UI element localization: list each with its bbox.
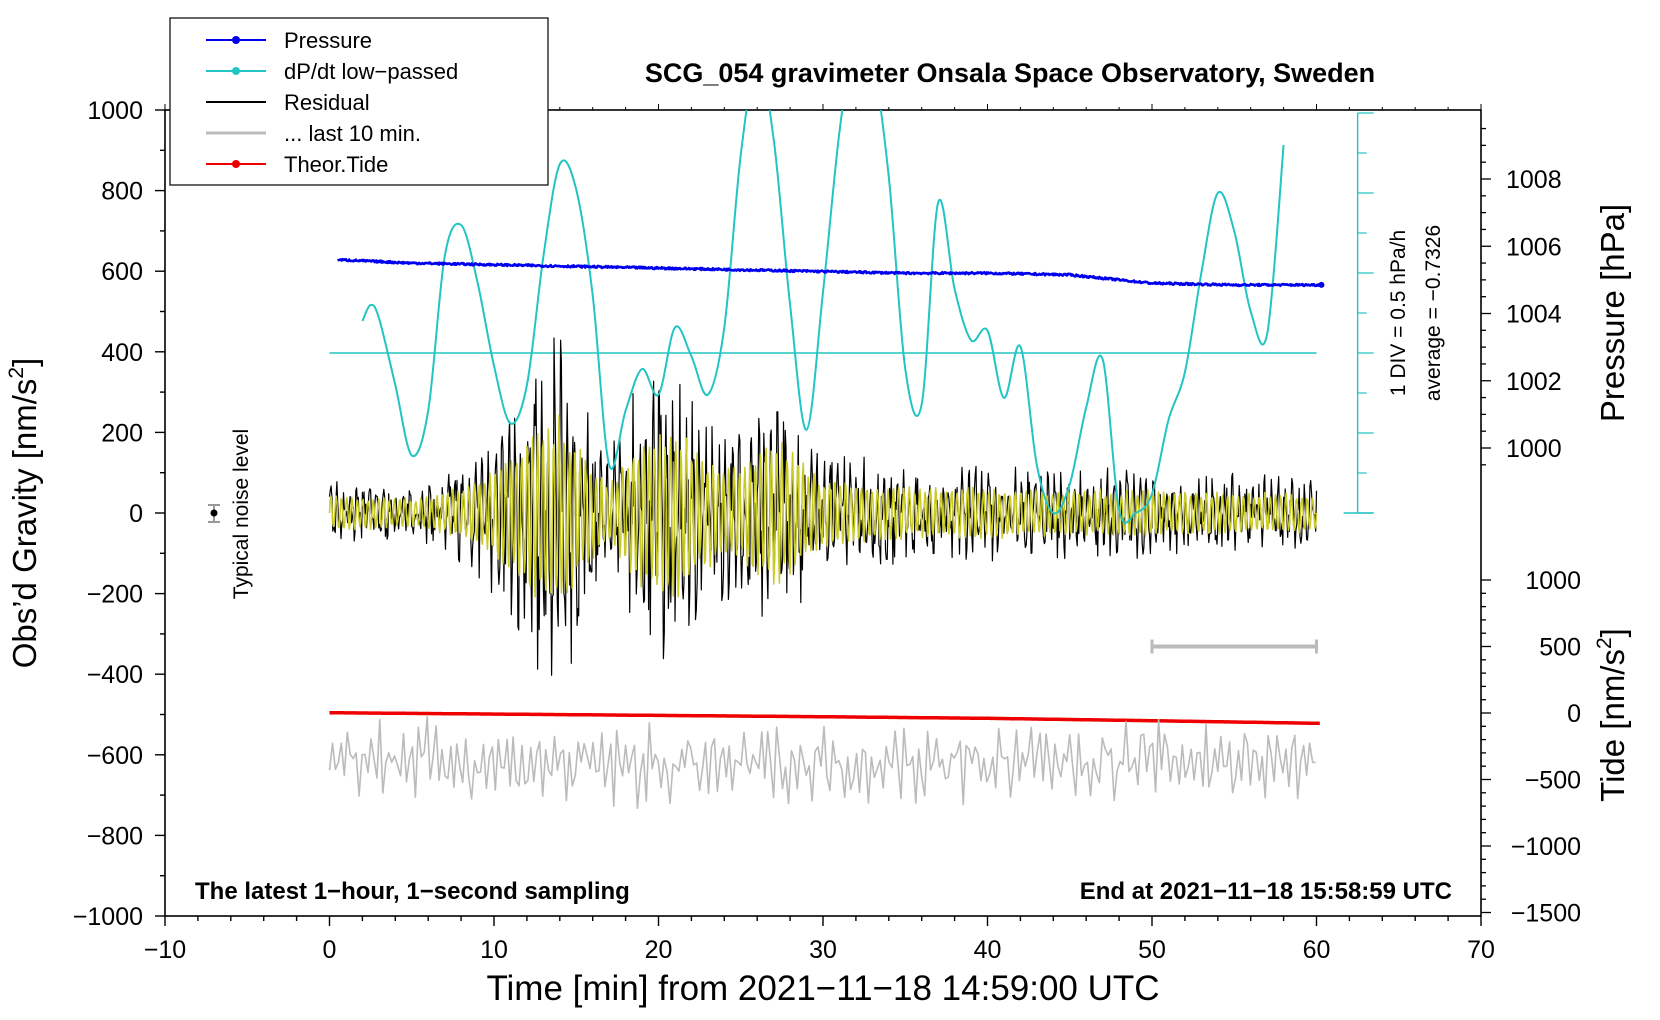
y-axis-label-tide-close: ] <box>1594 628 1631 637</box>
x-tick-label: 50 <box>1138 936 1166 964</box>
y-axis-label-tide: Tide [nm/s2] <box>1593 628 1631 802</box>
pressure-tick-label: 1000 <box>1506 435 1562 463</box>
y-tick-label-left: 600 <box>101 258 143 286</box>
y-axis-tide: 1000 500 0 −500 −1000 −1500 <box>1481 567 1581 928</box>
legend: Pressure dP/dt low−passed Residual ... last… <box>169 17 549 186</box>
last-10-min-line <box>328 715 1316 810</box>
pressure-series <box>336 257 1325 288</box>
y-tick-label-left: 400 <box>101 339 143 367</box>
pressure-line <box>336 257 1323 288</box>
noise-label: Typical noise level <box>230 429 253 599</box>
y-axis-label-tide-sup: 2 <box>1593 637 1616 649</box>
tide-tick-label: −1000 <box>1511 833 1581 861</box>
y-tick-label-left: −200 <box>87 581 143 609</box>
series-layer <box>328 110 1374 810</box>
legend-swatch-dot <box>232 36 240 44</box>
x-tick-label: 70 <box>1467 936 1495 964</box>
x-tick-label: 30 <box>809 936 837 964</box>
div-annotation: 1 DIV = 0.5 hPa/h <box>1387 230 1410 396</box>
y-axis-label-left-sup: 2 <box>5 367 28 379</box>
y-tick-label-left: −600 <box>87 742 143 770</box>
legend-swatch-dot <box>232 67 240 75</box>
pressure-tick-label: 1006 <box>1506 233 1562 261</box>
y-tick-label-left: 200 <box>101 419 143 447</box>
x-tick-label: −10 <box>144 936 186 964</box>
y-axis-left: 1000 800 600 400 200 0 −200 −400 −600 −800 −1000 <box>73 97 165 931</box>
y-tick-label-left: 800 <box>101 178 143 206</box>
noise-level-marker <box>208 504 220 523</box>
dpdt-series <box>361 110 1285 524</box>
pressure-tick-label: 1002 <box>1506 368 1562 396</box>
bottom-left-annotation: The latest 1−hour, 1−second sampling <box>195 878 630 905</box>
filtered-residual-line <box>328 414 1318 598</box>
x-tick-label: 60 <box>1303 936 1331 964</box>
y-axis-pressure: 1008 1006 1004 1002 1000 <box>1481 127 1562 466</box>
x-axis-label: Time [min] from 2021−11−18 14:59:00 UTC <box>486 969 1159 1008</box>
y-axis-label-left-text: Obs’d Gravity [nm/s <box>6 379 43 669</box>
noise-dot <box>210 509 218 517</box>
last-10-min-series <box>328 715 1316 810</box>
x-tick-label: 10 <box>480 936 508 964</box>
y-axis-label-tide-text: Tide [nm/s <box>1594 649 1631 802</box>
dpdt-line <box>361 110 1285 524</box>
legend-label: Residual <box>284 90 370 115</box>
tide-tick-label: 1000 <box>1525 567 1581 595</box>
legend-swatch-dot <box>232 160 240 168</box>
pressure-end-dot <box>1318 281 1325 288</box>
bottom-right-annotation: End at 2021−11−18 15:58:59 UTC <box>1080 878 1452 905</box>
tide-series <box>329 710 1320 726</box>
tide-tick-label: 0 <box>1567 700 1581 728</box>
legend-label: Pressure <box>284 28 372 53</box>
y-tick-label-left: 1000 <box>87 97 143 125</box>
legend-label: dP/dt low−passed <box>284 59 458 84</box>
tide-tick-label: −1500 <box>1511 900 1581 928</box>
x-tick-label: 0 <box>323 936 337 964</box>
tide-tick-label: 500 <box>1539 634 1581 662</box>
scale-bar <box>1150 639 1318 654</box>
y-tick-label-left: 0 <box>129 500 143 528</box>
legend-label: ... last 10 min. <box>284 121 421 146</box>
average-annotation: average = −0.7326 <box>1422 225 1445 401</box>
y-axis-label-pressure: Pressure [hPa] <box>1594 204 1631 422</box>
pressure-tick-label: 1004 <box>1506 301 1562 329</box>
x-tick-label: 20 <box>645 936 673 964</box>
chart-title: SCG_054 gravimeter Onsala Space Observat… <box>645 58 1375 88</box>
y-tick-label-left: −400 <box>87 661 143 689</box>
y-tick-label-left: −800 <box>87 822 143 850</box>
tide-line <box>329 710 1320 726</box>
legend-label: Theor.Tide <box>284 152 388 177</box>
tide-tick-label: −500 <box>1525 767 1581 795</box>
y-axis-label-left: Obs’d Gravity [nm/s2] <box>5 358 43 669</box>
pressure-tick-label: 1008 <box>1506 166 1562 194</box>
y-axis-label-left-close: ] <box>6 358 43 367</box>
dpdt-div-scale <box>329 112 1374 514</box>
x-tick-label: 40 <box>974 936 1002 964</box>
filtered-residual-series <box>328 414 1318 598</box>
y-tick-label-left: −1000 <box>73 903 143 931</box>
